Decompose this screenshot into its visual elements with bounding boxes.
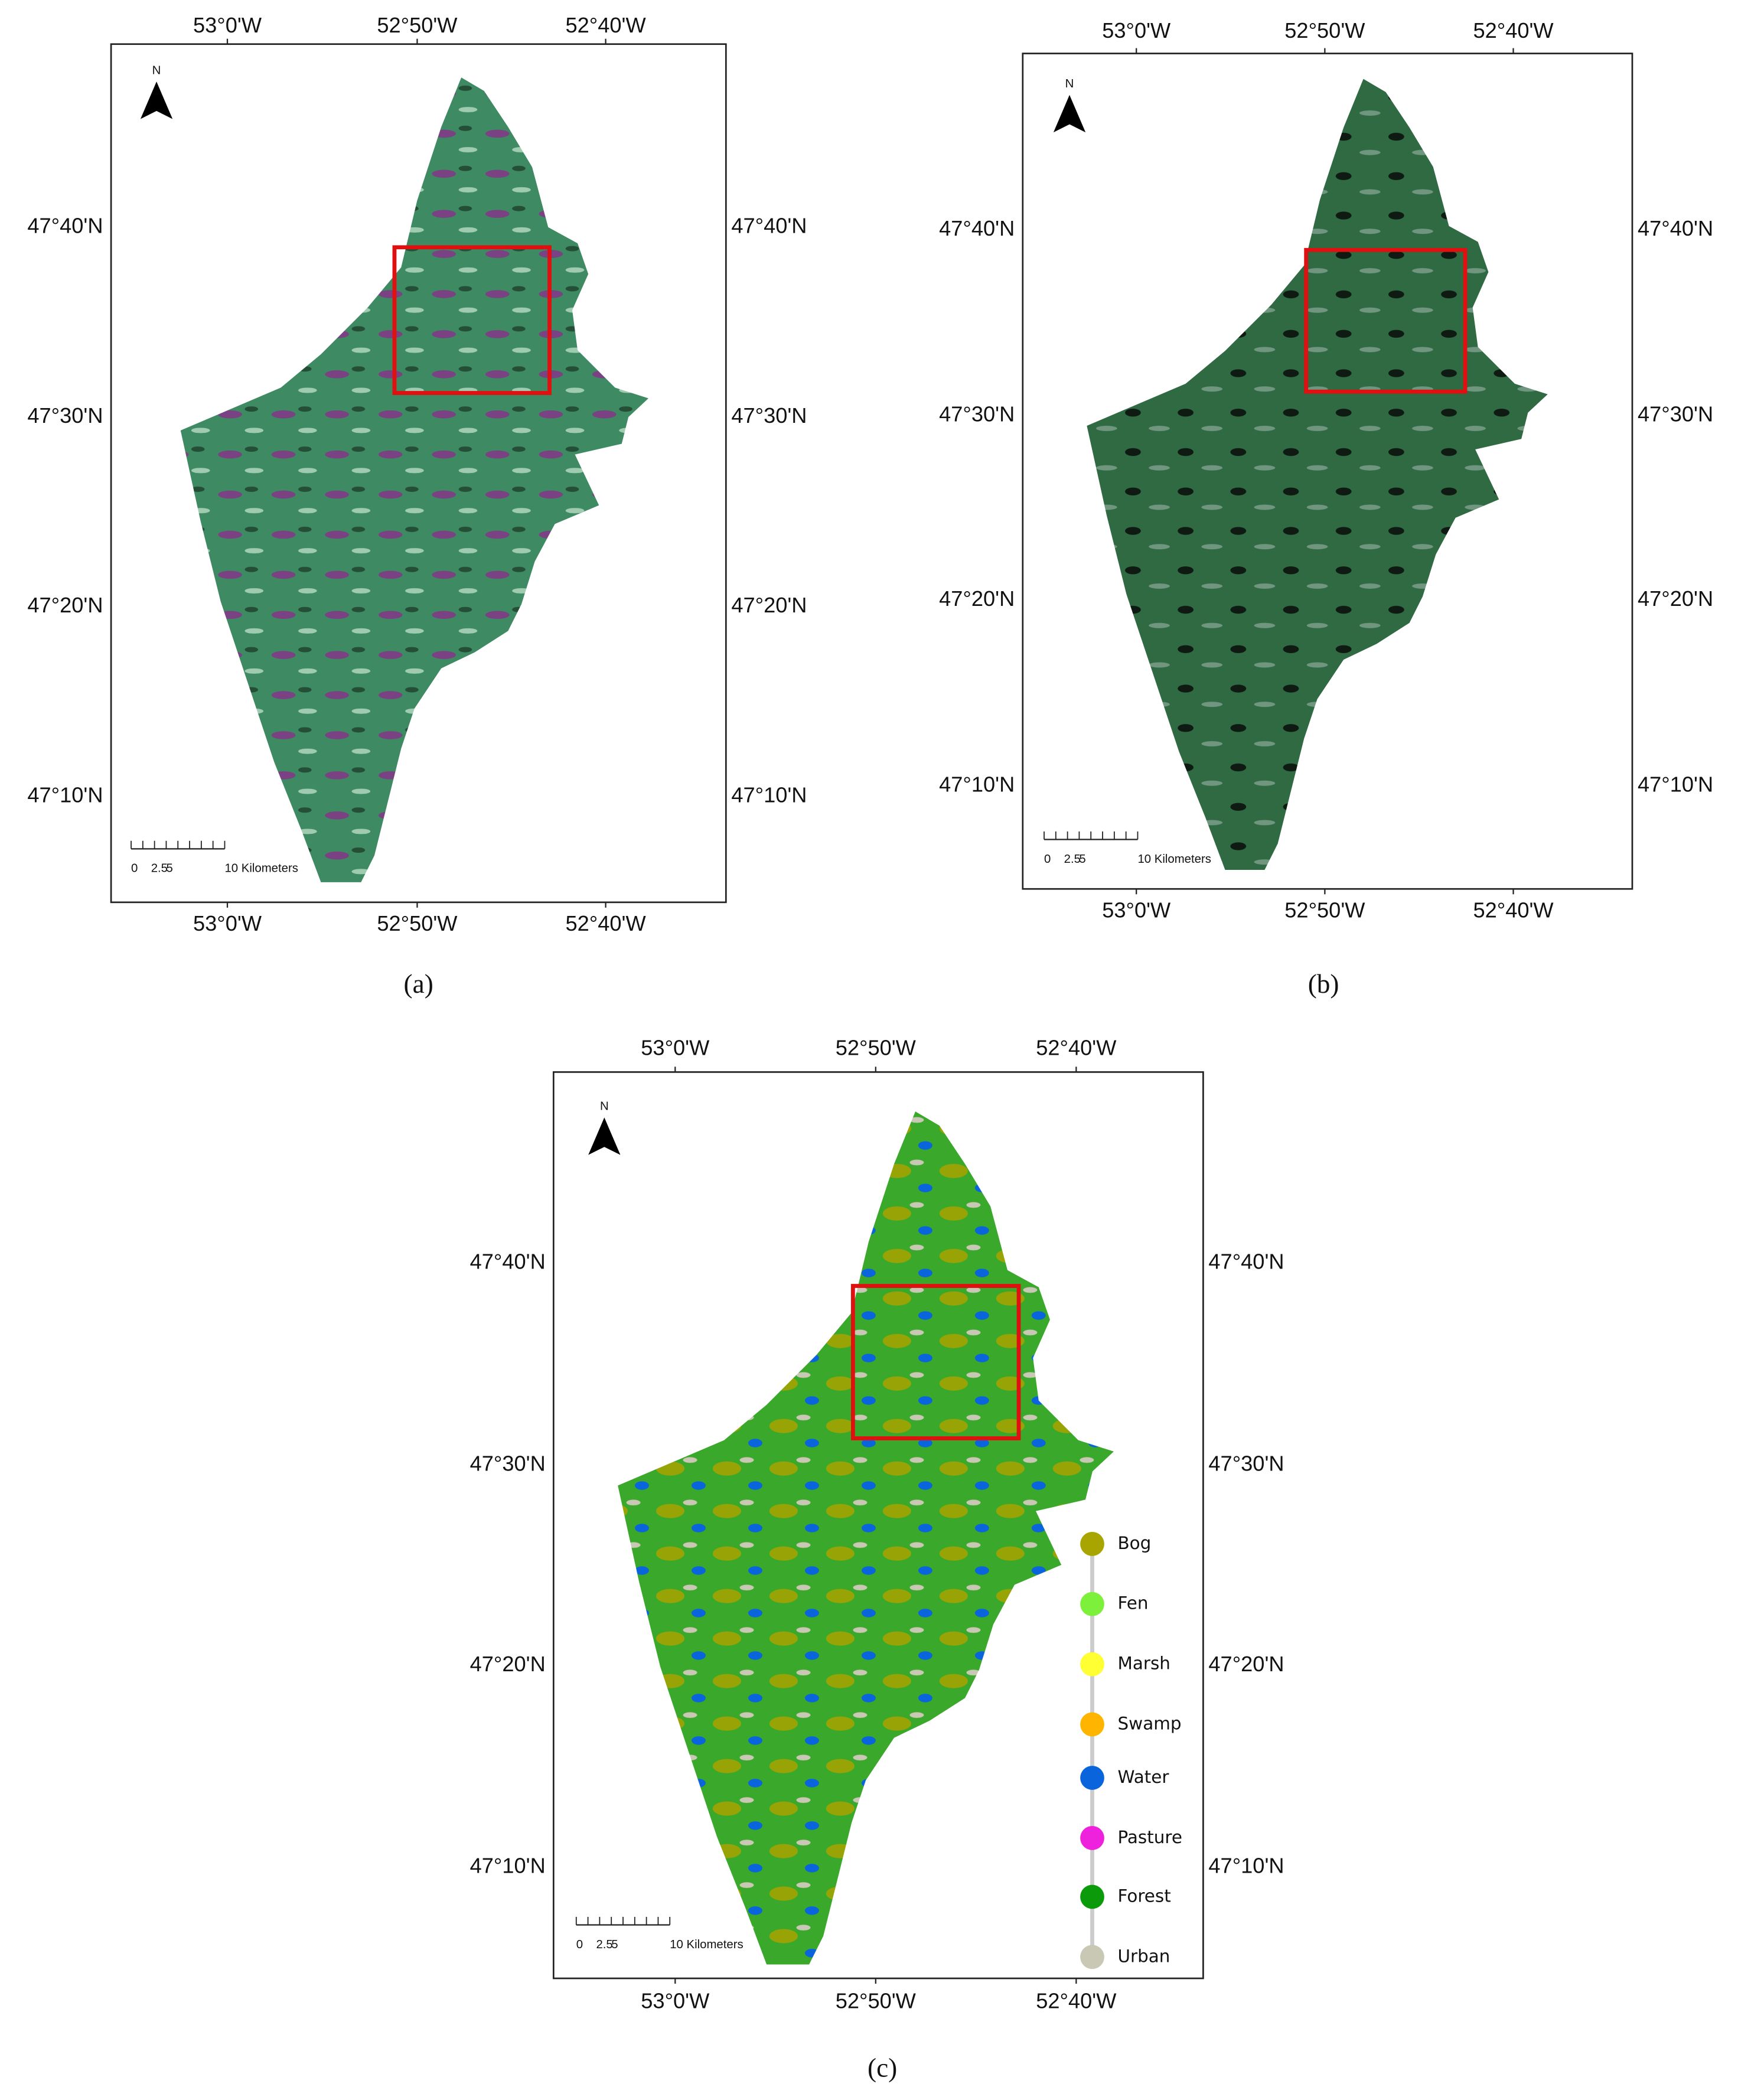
panel-label: (a): [404, 969, 433, 999]
latitude-label: 47°20'N: [1208, 1652, 1284, 1676]
north-label: N: [152, 64, 161, 77]
study-area-box: [392, 245, 552, 395]
latitude-label: 47°30'N: [1208, 1451, 1284, 1475]
scale-label: 0: [576, 1938, 583, 1951]
longitude-label: 52°40'W: [1473, 898, 1554, 922]
latitude-label: 47°30'N: [1638, 402, 1713, 426]
scale-label: 5: [611, 1938, 618, 1951]
latitude-label: 47°10'N: [1208, 1854, 1284, 1878]
latitude-label: 47°20'N: [27, 593, 103, 617]
longitude-label: 52°40'W: [566, 13, 647, 37]
scale-label: 2.5: [1064, 853, 1081, 866]
latitude-label: 47°40'N: [27, 213, 103, 237]
longitude-label: 53°0'W: [641, 1035, 710, 1059]
legend-swatch: [1080, 1766, 1104, 1790]
longitude-label: 52°50'W: [836, 1035, 917, 1059]
latitude-label: 47°30'N: [27, 403, 103, 428]
legend-label: Pasture: [1118, 1827, 1182, 1847]
longitude-label: 52°50'W: [836, 1988, 917, 2013]
legend-swatch: [1080, 1825, 1104, 1850]
legend-swatch: [1080, 1652, 1104, 1677]
latitude-label: 47°20'N: [470, 1652, 546, 1676]
legend-swatch: [1080, 1945, 1104, 1969]
north-label: N: [600, 1100, 609, 1113]
longitude-label: 53°0'W: [193, 13, 262, 37]
panel-label: (c): [868, 2053, 897, 2083]
legend-label: Swamp: [1118, 1713, 1182, 1733]
latitude-label: 47°20'N: [731, 593, 807, 617]
study-area-box: [1304, 247, 1468, 394]
longitude-label: 52°50'W: [1284, 18, 1365, 43]
scale-label: 2.5: [151, 862, 168, 875]
longitude-label: 53°0'W: [193, 911, 262, 935]
scale-label: 0: [1044, 853, 1051, 866]
latitude-label: 47°40'N: [470, 1250, 546, 1274]
latitude-label: 47°10'N: [1638, 772, 1713, 797]
legend-label: Urban: [1118, 1946, 1170, 1966]
legend-swatch: [1080, 1884, 1104, 1909]
scale-label: 10 Kilometers: [670, 1938, 743, 1951]
latitude-label: 47°30'N: [470, 1451, 546, 1475]
longitude-label: 52°50'W: [377, 13, 458, 37]
scale-label: 10 Kilometers: [1137, 853, 1211, 866]
legend-label: Bog: [1118, 1533, 1152, 1553]
scale-label: 5: [166, 862, 172, 875]
longitude-label: 52°40'W: [1473, 18, 1554, 43]
latitude-label: 47°40'N: [1208, 1250, 1284, 1274]
latitude-label: 47°20'N: [939, 586, 1015, 611]
study-area-box: [850, 1284, 1021, 1440]
scale-label: 0: [131, 862, 138, 875]
legend-label: Fen: [1118, 1593, 1149, 1613]
north-arrow: [1053, 94, 1086, 133]
latitude-label: 47°40'N: [1638, 216, 1713, 240]
longitude-label: 53°0'W: [641, 1988, 710, 2013]
latitude-label: 47°30'N: [731, 403, 807, 428]
latitude-label: 47°10'N: [731, 783, 807, 807]
longitude-label: 52°40'W: [1036, 1035, 1117, 1059]
scale-label: 10 Kilometers: [224, 862, 298, 875]
panel-label: (b): [1308, 969, 1339, 999]
longitude-label: 52°40'W: [566, 911, 647, 935]
scale-label: 5: [1079, 853, 1085, 866]
scale-label: 2.5: [596, 1938, 612, 1951]
longitude-label: 52°50'W: [377, 911, 458, 935]
latitude-label: 47°10'N: [470, 1854, 546, 1878]
latitude-label: 47°10'N: [27, 783, 103, 807]
longitude-label: 53°0'W: [1102, 18, 1171, 43]
north-label: N: [1065, 77, 1074, 90]
latitude-label: 47°10'N: [939, 772, 1015, 797]
north-arrow: [140, 81, 173, 119]
legend-swatch: [1080, 1532, 1104, 1556]
longitude-label: 52°50'W: [1284, 898, 1365, 922]
legend-swatch: [1080, 1712, 1104, 1737]
longitude-label: 52°40'W: [1036, 1988, 1117, 2013]
legend-label: Forest: [1118, 1886, 1171, 1906]
legend-label: Marsh: [1118, 1654, 1170, 1674]
north-arrow: [588, 1117, 621, 1155]
latitude-label: 47°40'N: [731, 213, 807, 237]
latitude-label: 47°40'N: [939, 216, 1015, 240]
longitude-label: 53°0'W: [1102, 898, 1171, 922]
legend-label: Water: [1118, 1767, 1170, 1787]
legend-swatch: [1080, 1592, 1104, 1616]
latitude-label: 47°30'N: [939, 402, 1015, 426]
latitude-label: 47°20'N: [1638, 586, 1713, 611]
